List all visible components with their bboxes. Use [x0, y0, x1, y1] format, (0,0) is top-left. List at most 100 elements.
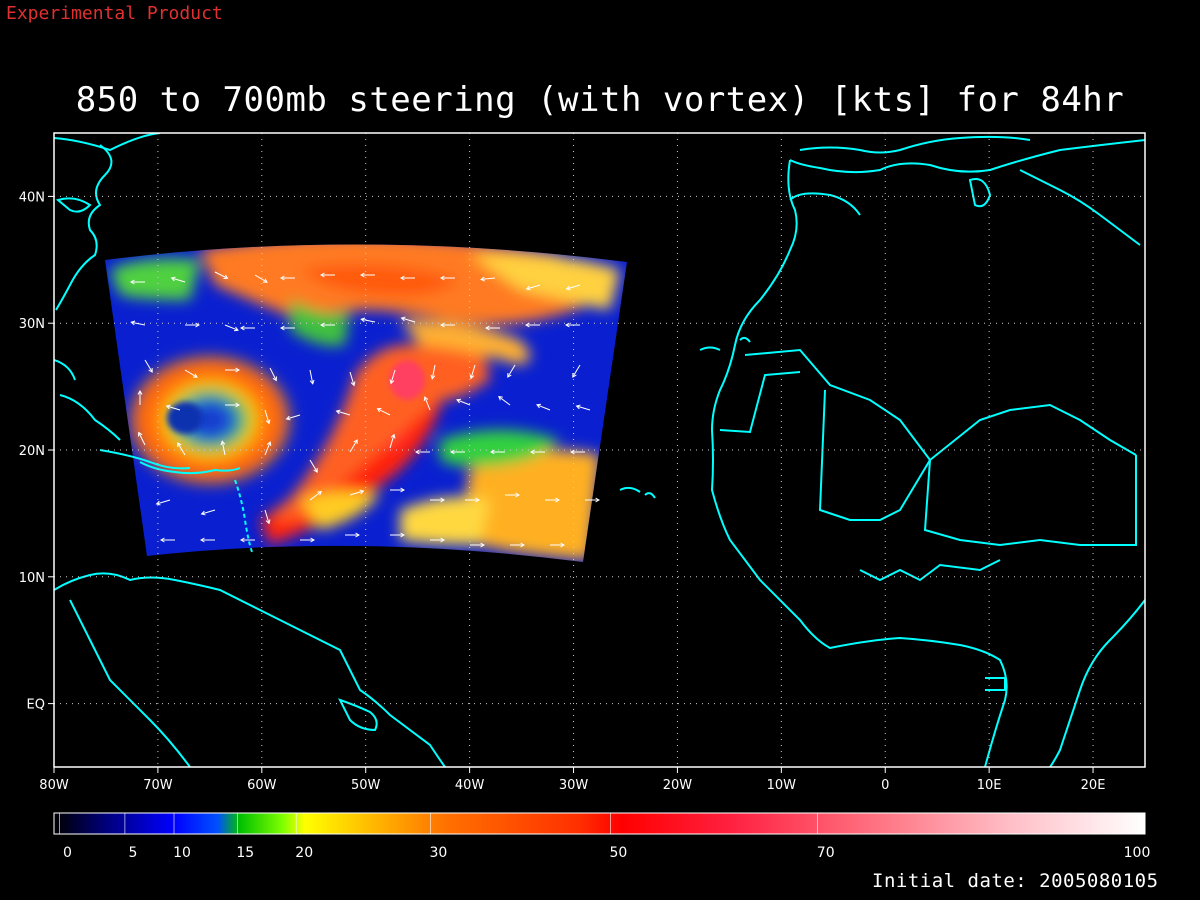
- lon-label: 80W: [39, 778, 69, 793]
- steering-arrow: [485, 325, 500, 331]
- steering-arrow: [309, 369, 315, 385]
- steering-arrow: [224, 324, 239, 332]
- colorbar-label: 50: [609, 845, 627, 861]
- lat-lon-grid: [54, 133, 1145, 767]
- steering-arrow: [309, 491, 322, 501]
- lat-axis-labels: 40N 30N 20N 10N EQ: [19, 190, 54, 713]
- lon-label: 70W: [143, 778, 173, 793]
- steering-arrow: [389, 433, 396, 449]
- steering-arrow: [137, 390, 143, 405]
- steering-arrow: [390, 532, 405, 538]
- steering-arrow: [220, 440, 226, 456]
- steering-arrow: [170, 276, 186, 283]
- steering-arrow: [130, 279, 145, 285]
- steering-arrow: [349, 371, 356, 387]
- steering-arrow: [423, 396, 431, 411]
- steering-arrow: [300, 537, 315, 543]
- steering-arrow: [505, 492, 520, 498]
- steering-arrow: [320, 322, 335, 328]
- plot-title: 850 to 700mb steering (with vortex) [kts…: [75, 80, 1125, 120]
- steering-arrow: [430, 364, 436, 380]
- steering-arrow: [160, 537, 175, 543]
- steering-arrow: [450, 449, 465, 455]
- steering-arrow: [480, 276, 496, 282]
- steering-arrow: [390, 487, 405, 493]
- lon-label: 10W: [767, 778, 797, 793]
- steering-arrow: [349, 439, 358, 453]
- steering-arrow: [335, 409, 351, 416]
- steering-arrow: [214, 271, 229, 280]
- colorbar-label: 100: [1124, 845, 1151, 861]
- steering-arrow: [137, 431, 146, 446]
- steering-arrow: [525, 284, 541, 291]
- steering-arrow: [349, 489, 365, 496]
- steering-arrow: [225, 367, 240, 373]
- coastlines: [54, 133, 1145, 767]
- lat-label: 40N: [19, 190, 45, 205]
- steering-arrow: [264, 509, 271, 525]
- experimental-label: Experimental Product: [6, 3, 223, 24]
- steering-arrow: [200, 537, 215, 543]
- steering-arrow: [177, 442, 186, 456]
- lon-label: 40W: [455, 778, 485, 793]
- steering-arrow: [575, 404, 591, 411]
- lon-label: 10E: [977, 778, 1002, 793]
- steering-arrow: [565, 284, 581, 291]
- steering-arrow: [200, 509, 216, 516]
- lat-label: 10N: [19, 571, 45, 586]
- colorbar-label: 0: [63, 845, 72, 861]
- lon-label: 30W: [559, 778, 589, 793]
- colorbar-label: 5: [128, 845, 137, 861]
- steering-arrow: [389, 369, 396, 385]
- lat-label: EQ: [27, 698, 45, 713]
- steering-arrow: [550, 542, 565, 548]
- lon-label: 60W: [247, 778, 277, 793]
- colorbar-label: 20: [295, 845, 313, 861]
- steering-arrow: [155, 499, 171, 506]
- steering-arrow: [525, 322, 540, 328]
- steering-arrow: [465, 497, 480, 503]
- steering-arrow: [320, 272, 335, 278]
- steering-arrow: [469, 364, 476, 380]
- lon-label: 20E: [1081, 778, 1106, 793]
- steering-arrow: [456, 398, 471, 406]
- colorbar-label: 15: [236, 845, 254, 861]
- steering-arrow: [280, 325, 295, 331]
- lat-label: 20N: [19, 444, 45, 459]
- lon-label: 20W: [663, 778, 693, 793]
- steering-arrow: [490, 449, 505, 455]
- steering-arrow: [264, 441, 272, 456]
- steering-arrow: [440, 322, 455, 328]
- steering-arrow: [360, 272, 375, 278]
- steering-arrow: [430, 537, 445, 543]
- lon-label: 0: [881, 778, 889, 793]
- steering-arrow: [510, 542, 525, 548]
- steering-arrow: [530, 449, 545, 455]
- steering-arrow: [240, 537, 255, 543]
- steering-arrow: [470, 542, 485, 548]
- steering-arrow: [415, 449, 430, 455]
- lat-label: 30N: [19, 317, 45, 332]
- colorbar-labels: 0 5 10 15 20 30 50 70 100: [59, 813, 1150, 861]
- steering-arrow: [585, 497, 600, 503]
- steering-arrow: [570, 449, 585, 455]
- colorbar: [53, 812, 1146, 835]
- steering-arrow: [285, 414, 301, 421]
- steering-arrow: [185, 322, 200, 328]
- steering-arrow: [309, 459, 318, 473]
- steering-arrow: [400, 275, 415, 281]
- colorbar-label: 30: [429, 845, 447, 861]
- steering-arrow: [280, 275, 295, 281]
- steering-arrow: [400, 316, 416, 323]
- steering-arrow: [184, 369, 198, 378]
- lon-axis-labels: 80W 70W 60W 50W 40W 30W 20W 10W 0 10E 20E: [39, 767, 1105, 793]
- steering-arrow: [545, 497, 560, 503]
- colorbar-label: 70: [817, 845, 835, 861]
- steering-arrow: [572, 364, 581, 378]
- wind-speed-field: [105, 244, 627, 562]
- steering-arrow: [240, 325, 255, 331]
- steering-arrow: [498, 396, 511, 406]
- steering-arrow: [430, 497, 445, 503]
- steering-arrow: [225, 402, 240, 408]
